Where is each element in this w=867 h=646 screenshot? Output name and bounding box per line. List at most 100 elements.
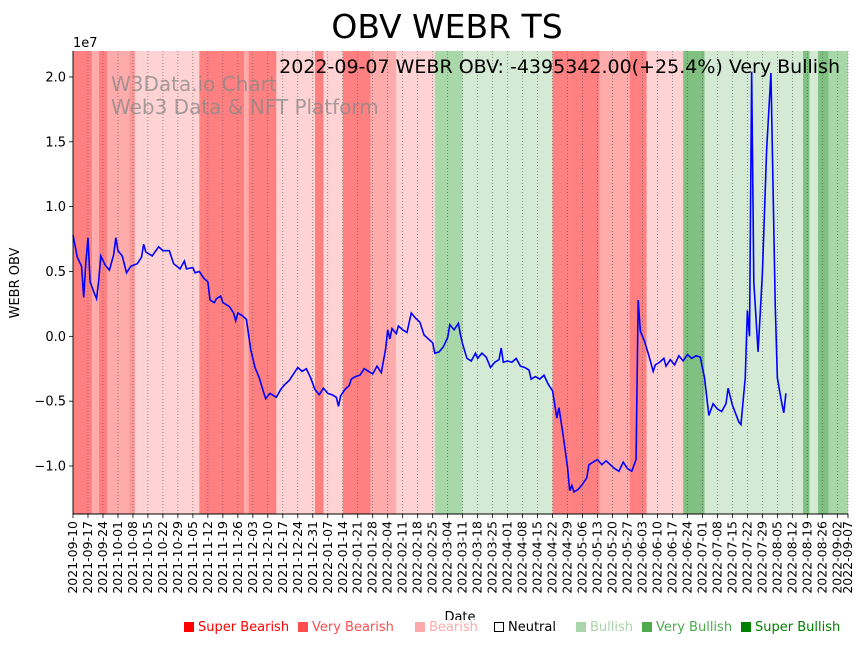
x-tick-label: 2021-11-12 xyxy=(200,521,215,594)
y-tick-label: 0.5 xyxy=(45,265,66,280)
x-tick-label: 2022-06-24 xyxy=(679,521,694,594)
obv-chart: −1.0−0.50.00.51.01.52.0 2021-09-10 2021-0… xyxy=(8,7,855,620)
x-tick-label: 2022-01-28 xyxy=(365,521,380,594)
x-tick-label: 2022-05-27 xyxy=(619,521,634,594)
x-tick-label: 2021-09-24 xyxy=(95,521,110,594)
legend-label: Bearish xyxy=(429,620,478,635)
region-bearish xyxy=(92,51,99,514)
x-tick-label: 2022-03-04 xyxy=(440,521,455,594)
region-bullish-light xyxy=(809,51,819,514)
region-super-bearish xyxy=(314,51,324,514)
x-tick-label: 2022-05-13 xyxy=(590,521,605,594)
y-tick-label: 1.0 xyxy=(45,200,66,215)
x-tick-label: 2022-09-07 xyxy=(840,521,855,594)
x-tick-label: 2022-06-17 xyxy=(664,521,679,594)
x-tick-label: 2022-02-11 xyxy=(395,521,410,594)
legend-swatch xyxy=(576,622,586,632)
x-tick-label: 2022-05-06 xyxy=(575,521,590,594)
x-tick-label: 2021-10-08 xyxy=(125,521,140,594)
x-axis-label: Date xyxy=(444,610,475,620)
region-very-bullish xyxy=(828,51,848,514)
region-bearish-light xyxy=(396,51,435,514)
x-tick-label: 2022-08-05 xyxy=(769,521,784,594)
vertical-grid xyxy=(72,51,849,514)
legend-swatch xyxy=(298,622,308,632)
legend-swatch xyxy=(494,622,504,632)
legend-item-neutral: Neutral xyxy=(494,620,556,635)
x-tick-label: 2022-06-10 xyxy=(649,521,664,594)
legend-label: Neutral xyxy=(508,620,556,635)
legend-item-very-bearish: Very Bearish xyxy=(298,620,394,635)
x-tick-label: 2021-12-10 xyxy=(260,521,275,594)
y-axis-label: WEBR OBV xyxy=(8,247,23,318)
legend-swatch xyxy=(741,622,751,632)
legend-label: Very Bullish xyxy=(656,620,733,635)
x-tick-label: 2021-11-05 xyxy=(185,521,200,594)
region-super-bearish xyxy=(342,51,371,514)
legend-label: Super Bearish xyxy=(198,620,290,635)
x-tick-label: 2021-10-01 xyxy=(110,521,125,594)
x-tick-label: 2022-01-21 xyxy=(350,521,365,594)
y-tick-label: −1.0 xyxy=(34,460,66,475)
region-super-bullish xyxy=(683,51,705,514)
x-tick-label: 2022-08-12 xyxy=(784,521,799,594)
x-tick-label: 2022-07-22 xyxy=(739,521,754,594)
x-tick-label: 2021-12-24 xyxy=(290,521,305,594)
x-tick-label: 2022-03-11 xyxy=(455,521,470,594)
x-tick-label: 2021-11-26 xyxy=(230,521,245,594)
x-tick-label: 2021-12-31 xyxy=(305,521,320,594)
obv-series-line xyxy=(72,71,787,494)
region-bearish-light xyxy=(323,51,343,514)
watermark-line-2: Web3 Data & NFT Platform xyxy=(111,95,379,119)
x-tick-label: 2022-07-08 xyxy=(709,521,724,594)
sentiment-regions xyxy=(73,51,848,514)
legend-item-bullish: Bullish xyxy=(576,620,633,635)
legend-item-super-bearish: Super Bearish xyxy=(184,620,289,635)
x-tick-label: 2022-08-26 xyxy=(814,521,829,594)
x-tick-label: 2021-12-03 xyxy=(245,521,260,594)
region-bearish-light xyxy=(135,51,200,514)
x-tick-label: 2022-03-18 xyxy=(470,521,485,594)
x-tick-label: 2022-08-19 xyxy=(799,521,814,594)
x-tick-label: 2022-04-29 xyxy=(560,521,575,594)
region-super-bullish xyxy=(803,51,810,514)
legend-swatch xyxy=(642,622,652,632)
x-tick-label: 2022-05-20 xyxy=(605,521,620,594)
x-tick-label: 2022-02-25 xyxy=(425,521,440,594)
x-tick-label: 2022-01-14 xyxy=(335,521,350,594)
x-tick-label: 2022-04-01 xyxy=(500,521,515,594)
x-tick-label: 2022-02-04 xyxy=(380,521,395,594)
region-bearish-light xyxy=(646,51,684,514)
x-tick-label: 2021-10-22 xyxy=(155,521,170,594)
region-super-bearish xyxy=(199,51,245,514)
x-tick-label: 2021-10-29 xyxy=(170,521,185,594)
x-tick-label: 2022-09-02 xyxy=(829,521,844,594)
axes xyxy=(72,51,848,515)
x-tick-label: 2022-04-22 xyxy=(545,521,560,594)
legend: Super Bearish Very Bearish Bearish Neutral B… xyxy=(0,620,867,640)
region-bearish xyxy=(370,51,397,514)
x-axis-ticks: 2021-09-10 2021-09-17 2021-09-24 2021-10-01… xyxy=(65,514,855,594)
region-super-bearish xyxy=(629,51,647,514)
legend-item-very-bullish: Very Bullish xyxy=(642,620,732,635)
region-bearish xyxy=(244,51,249,514)
legend-item-super-bullish: Super Bullish xyxy=(741,620,840,635)
region-super-bullish xyxy=(818,51,829,514)
x-tick-label: 2022-06-03 xyxy=(634,521,649,594)
x-tick-label: 2022-03-25 xyxy=(485,521,500,594)
legend-item-bearish: Bearish xyxy=(415,620,478,635)
x-tick-label: 2022-07-29 xyxy=(754,521,769,594)
legend-swatch xyxy=(184,622,194,632)
x-tick-label: 2021-09-17 xyxy=(80,521,95,594)
y-tick-label: 1.5 xyxy=(45,135,66,150)
x-tick-label: 2021-11-19 xyxy=(215,521,230,594)
chart-title: OBV WEBR TS xyxy=(331,7,562,46)
x-tick-label: 2022-04-08 xyxy=(515,521,530,594)
legend-swatch xyxy=(415,622,425,632)
region-very-bearish xyxy=(128,51,136,514)
region-super-bearish xyxy=(248,51,277,514)
x-tick-label: 2022-01-07 xyxy=(320,521,335,594)
y-tick-label: −0.5 xyxy=(34,395,66,410)
region-very-bullish xyxy=(434,51,463,514)
region-super-bearish xyxy=(569,51,600,514)
